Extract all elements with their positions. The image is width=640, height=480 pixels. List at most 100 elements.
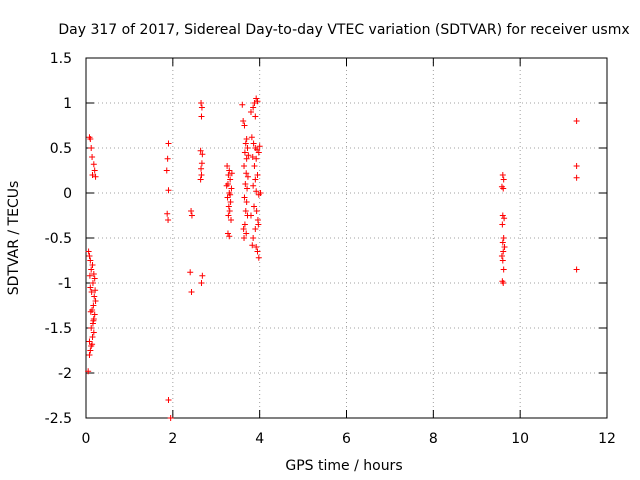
data-point <box>248 134 255 141</box>
data-point <box>499 257 506 264</box>
data-point <box>86 338 93 345</box>
data-point <box>167 415 174 421</box>
chart-title: Day 317 of 2017, Sidereal Day-to-day VTE… <box>58 22 629 38</box>
data-point <box>90 271 97 277</box>
data-point <box>87 347 94 354</box>
data-point <box>500 266 507 273</box>
data-point <box>89 172 96 178</box>
data-point <box>85 368 92 375</box>
data-point <box>241 221 248 228</box>
data-point <box>188 212 195 219</box>
data-point <box>251 203 258 210</box>
x-axis-label: GPS time / hours <box>285 458 402 474</box>
data-point <box>165 217 172 223</box>
data-point <box>92 298 99 304</box>
data-point <box>164 155 171 162</box>
y-tick-label: -0.5 <box>45 231 72 247</box>
data-point <box>242 181 249 187</box>
data-point <box>245 152 252 159</box>
data-point <box>197 147 204 154</box>
data-point <box>163 167 170 174</box>
y-tick-label: 1.5 <box>50 51 72 67</box>
data-point <box>92 287 99 294</box>
y-axis-ticks: -2.5 -2 -1.5 -1 -0.5 0 0.5 1 1.5 <box>45 51 607 427</box>
data-point <box>91 167 98 174</box>
data-point <box>500 185 507 192</box>
y-axis-label: SDTVAR / TECUs <box>6 181 22 296</box>
data-point <box>226 233 233 240</box>
data-point <box>241 194 248 201</box>
data-point <box>253 95 260 102</box>
data-point <box>244 173 251 180</box>
data-point <box>223 182 230 189</box>
data-point <box>250 104 257 111</box>
data-point <box>91 275 98 282</box>
data-point <box>187 269 194 276</box>
data-point <box>254 172 261 178</box>
data-point <box>88 289 95 295</box>
data-point <box>241 122 248 129</box>
data-point <box>224 163 231 169</box>
data-point <box>87 257 94 264</box>
data-point <box>198 100 205 106</box>
data-point <box>90 329 97 336</box>
data-point <box>90 317 97 324</box>
data-point <box>92 173 99 180</box>
data-point <box>255 221 262 228</box>
data-point <box>243 155 250 162</box>
data-point <box>225 212 232 219</box>
data-point <box>257 190 264 196</box>
data-point <box>249 242 256 249</box>
data-point <box>498 253 505 259</box>
data-point <box>501 215 508 222</box>
data-point <box>89 341 96 348</box>
data-point <box>165 140 172 147</box>
x-tick-label: 12 <box>598 431 616 447</box>
data-point <box>227 199 234 205</box>
data-point <box>199 272 206 279</box>
x-tick-label: 4 <box>255 431 264 447</box>
data-point <box>89 334 96 340</box>
data-point <box>228 170 235 177</box>
x-axis-ticks: 0 2 4 6 8 10 12 <box>82 58 616 447</box>
data-point <box>244 145 251 151</box>
data-point <box>242 140 249 147</box>
data-point <box>501 244 508 250</box>
data-point <box>253 155 260 162</box>
data-point <box>253 208 260 214</box>
data-point <box>224 230 231 237</box>
data-point <box>239 101 246 108</box>
data-point <box>241 163 248 169</box>
data-point <box>198 160 205 167</box>
data-point <box>247 212 254 219</box>
data-point <box>89 280 96 286</box>
data-point <box>199 151 206 158</box>
data-point <box>255 254 262 261</box>
x-tick-label: 10 <box>511 431 529 447</box>
data-point <box>499 172 506 178</box>
x-tick-label: 2 <box>168 431 177 447</box>
data-point <box>164 210 171 217</box>
data-point <box>254 248 261 255</box>
data-point <box>240 118 247 124</box>
data-point <box>86 253 93 259</box>
data-point <box>243 136 250 142</box>
data-point <box>224 194 231 201</box>
data-point <box>91 293 98 300</box>
data-point <box>227 191 234 198</box>
data-point <box>240 226 247 232</box>
data-point <box>88 266 95 273</box>
data-point <box>500 280 507 286</box>
data-point <box>241 149 248 156</box>
y-tick-label: -2 <box>58 366 72 382</box>
data-point <box>255 149 262 156</box>
data-point <box>243 230 250 237</box>
data-point <box>243 170 250 177</box>
data-point <box>243 199 250 205</box>
data-point <box>250 235 257 241</box>
data-point <box>573 266 580 273</box>
data-point <box>250 182 257 189</box>
data-point <box>242 208 249 214</box>
data-points <box>85 95 580 421</box>
